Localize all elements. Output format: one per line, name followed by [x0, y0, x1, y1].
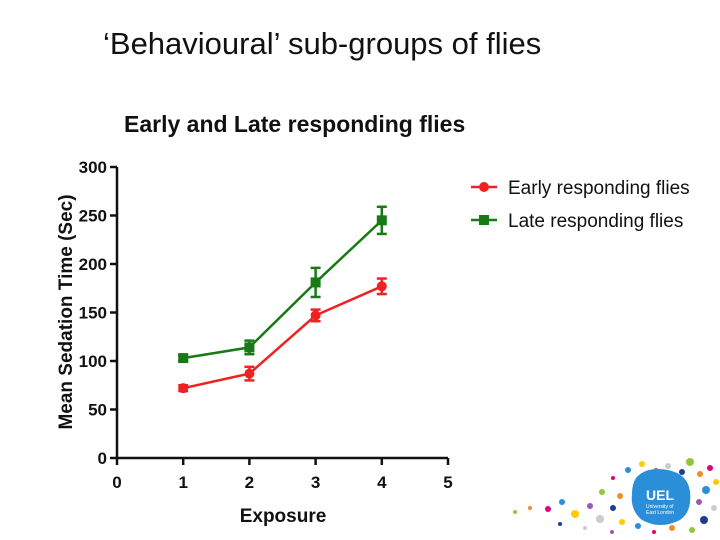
- logo-dot: [625, 467, 631, 473]
- logo-dot: [513, 510, 517, 514]
- y-tick-label: 0: [98, 449, 107, 468]
- data-point: [376, 281, 387, 292]
- x-tick-label: 1: [178, 473, 187, 492]
- logo-dot: [702, 486, 710, 494]
- logo-dot: [599, 489, 605, 495]
- logo-dot: [713, 479, 719, 485]
- uel-logo: UEL University of East London: [513, 458, 719, 534]
- logo-dot: [696, 499, 702, 505]
- logo-line2: East London: [646, 510, 674, 516]
- logo-line1: University of: [646, 504, 674, 510]
- data-point: [244, 342, 255, 353]
- x-tick-label: 5: [443, 473, 452, 492]
- y-tick-label: 300: [79, 158, 107, 177]
- logo-dot: [545, 506, 551, 512]
- data-point: [376, 215, 387, 226]
- logo-dot: [558, 522, 562, 526]
- logo-dot: [611, 476, 615, 480]
- series-layer: [178, 205, 387, 394]
- logo-dot: [635, 523, 641, 529]
- legend-item: Early responding flies: [471, 178, 690, 199]
- logo-badge: [631, 469, 691, 525]
- legend-item: Late responding flies: [471, 211, 683, 232]
- logo-dot: [665, 463, 671, 469]
- logo-dot: [679, 469, 685, 475]
- x-tick-label: 0: [112, 473, 121, 492]
- logo-dot: [617, 493, 623, 499]
- legend-marker: [479, 182, 489, 192]
- slide-title: ‘Behavioural’ sub-groups of flies: [103, 26, 542, 61]
- y-tick-label: 150: [79, 304, 107, 323]
- y-tick-label: 100: [79, 352, 107, 371]
- logo-name: UEL: [646, 487, 674, 503]
- y-tick-label: 250: [79, 207, 107, 226]
- data-point: [310, 277, 321, 288]
- logo-dot: [528, 506, 532, 510]
- chart-title: Early and Late responding flies: [124, 111, 465, 137]
- data-point: [244, 368, 255, 379]
- logo-dot: [610, 505, 616, 511]
- series-late: [178, 205, 387, 364]
- logo-dots: [513, 458, 719, 534]
- logo-dot: [700, 516, 708, 524]
- logo-dot: [697, 471, 703, 477]
- logo-dot: [571, 510, 579, 518]
- x-tick-label: 2: [245, 473, 254, 492]
- logo-dot: [669, 525, 675, 531]
- logo-dot: [707, 465, 713, 471]
- legend-label: Late responding flies: [508, 211, 683, 232]
- x-axis-label: Exposure: [240, 506, 327, 527]
- logo-dot: [587, 503, 593, 509]
- series-line: [182, 285, 383, 390]
- legend-marker: [479, 215, 489, 225]
- logo-dot: [686, 458, 694, 466]
- logo-dot: [583, 526, 587, 530]
- y-tick-label: 200: [79, 255, 107, 274]
- logo-dot: [711, 505, 717, 511]
- x-tick-label: 4: [377, 473, 387, 492]
- logo-dot: [559, 499, 565, 505]
- legend: Early responding flies Late responding fl…: [471, 178, 690, 232]
- y-tick-label: 50: [88, 401, 107, 420]
- series-early: [178, 277, 387, 394]
- legend-label: Early responding flies: [508, 178, 690, 199]
- x-tick-label: 3: [311, 473, 320, 492]
- data-point: [310, 310, 321, 321]
- data-point: [178, 353, 189, 364]
- logo-dot: [639, 461, 645, 467]
- logo-dot: [619, 519, 625, 525]
- data-point: [178, 383, 189, 394]
- logo-dot: [652, 530, 656, 534]
- logo-dot: [610, 530, 614, 534]
- series-line: [183, 219, 383, 360]
- y-axis-label: Mean Sedation Time (Sec): [56, 194, 77, 429]
- logo-dot: [596, 515, 604, 523]
- logo-dot: [689, 527, 695, 533]
